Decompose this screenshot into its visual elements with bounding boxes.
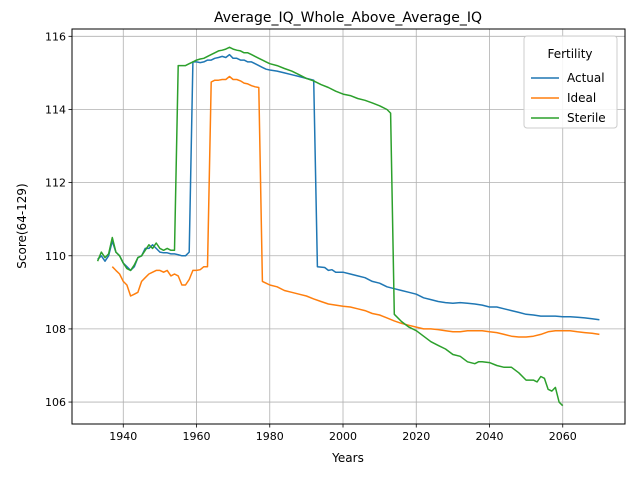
y-tick-label: 106 <box>45 396 66 409</box>
y-axis-label: Score(64-129) <box>15 183 29 268</box>
y-tick-label: 116 <box>45 30 66 43</box>
x-tick-label: 1940 <box>109 430 137 443</box>
series-line-ideal <box>111 75 600 338</box>
legend-label-sterile: Sterile <box>567 111 606 125</box>
y-tick-label: 112 <box>45 177 66 190</box>
y-tick-label: 110 <box>45 250 66 263</box>
x-tick-label: 2000 <box>329 430 357 443</box>
series-line-sterile <box>96 46 564 407</box>
series-line-actual <box>97 53 600 321</box>
x-tick-label: 2020 <box>402 430 430 443</box>
y-tick-label: 108 <box>45 323 66 336</box>
series-lines <box>96 46 600 407</box>
legend: Fertility Actual Ideal Sterile <box>523 35 618 129</box>
x-tick-label: 2040 <box>475 430 503 443</box>
axis-ticks: 1940 1960 1980 2000 2020 2040 2060 106 108 110 112… <box>45 30 577 443</box>
plot-area-frame <box>71 28 626 425</box>
legend-box <box>523 35 618 129</box>
x-tick-label: 1960 <box>183 430 211 443</box>
x-tick-label: 2060 <box>549 430 577 443</box>
grid-lines <box>72 29 625 424</box>
legend-label-actual: Actual <box>567 71 605 85</box>
legend-label-ideal: Ideal <box>567 91 596 105</box>
y-tick-label: 114 <box>45 103 66 116</box>
chart-title: Average_IQ_Whole_Above_Average_IQ <box>214 10 482 26</box>
x-tick-label: 1980 <box>256 430 284 443</box>
legend-title: Fertility <box>547 47 592 61</box>
x-axis-label: Years <box>331 451 364 465</box>
